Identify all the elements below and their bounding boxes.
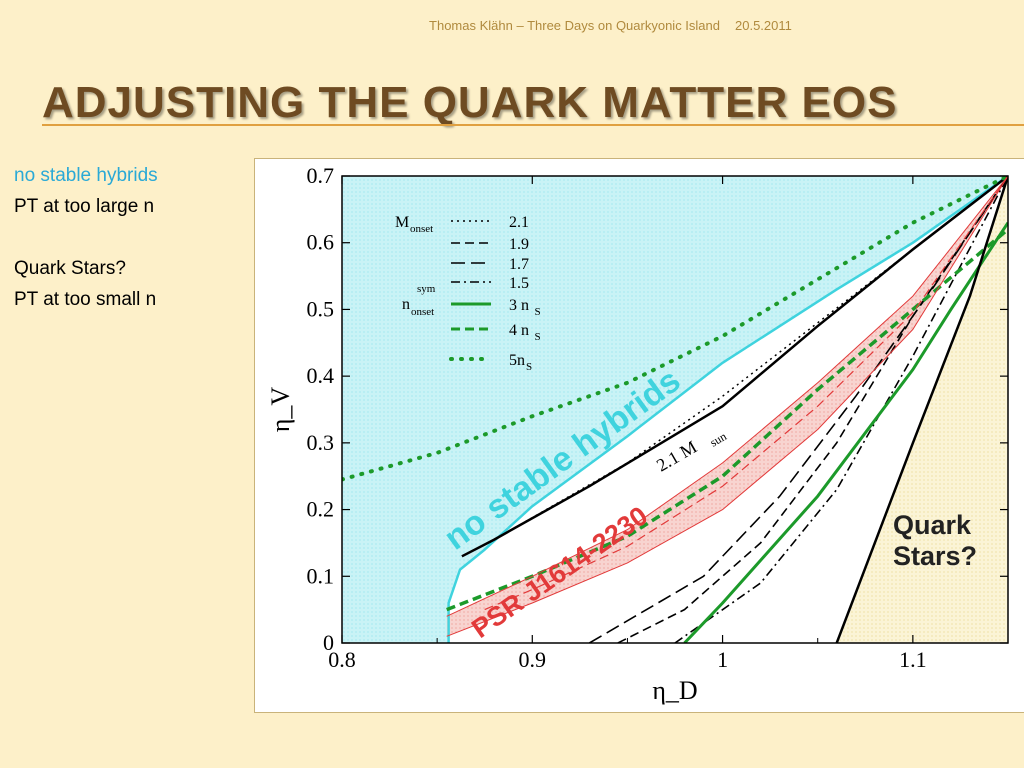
bullet-list: no stable hybrids PT at too large n Quar… xyxy=(14,160,158,315)
legend-group1-sub: onset xyxy=(410,223,433,235)
author-line: Thomas Klähn – Three Days on Quarkyonic … xyxy=(429,18,720,33)
y-tick-label: 0.4 xyxy=(307,363,335,388)
title-rule xyxy=(42,124,1024,126)
legend-entry-sub: S xyxy=(535,331,541,343)
series-nsym-3ns xyxy=(683,221,1008,643)
bullet-no-stable-hybrids: no stable hybrids xyxy=(14,165,158,186)
legend-entry-label: 1.5 xyxy=(509,275,529,292)
series-cyan-boundary xyxy=(447,176,1008,643)
y-tick-label: 0 xyxy=(323,630,334,655)
slide-title: ADJUSTING THE QUARK MATTER EOS xyxy=(42,78,898,127)
bullet-pt-too-large: PT at too large n xyxy=(14,196,155,217)
legend-entry-label: 5n xyxy=(509,352,525,369)
plot-frame xyxy=(341,175,1009,644)
y-axis-label: η_V xyxy=(266,387,295,433)
x-tick-label: 1 xyxy=(717,647,728,672)
legend-entry-label: 4 n xyxy=(509,322,529,339)
bullet-spacer xyxy=(14,222,158,253)
legend-entry-sub: S xyxy=(535,306,541,318)
legend-group2-sup: sym xyxy=(417,283,436,295)
series-psr-band-upper xyxy=(446,176,1008,617)
legend-entry-label: 2.1 xyxy=(509,214,529,231)
annotation-quark: Quark xyxy=(893,510,972,540)
bullet-quark-stars: Quark Stars? xyxy=(14,258,126,279)
bullet-pt-too-small: PT at too small n xyxy=(14,289,157,310)
legend-group2-sub: onset xyxy=(411,306,434,318)
chart-figure: 0.8 0.9 1 1.1 0 0.1 0.2 0.3 0.4 0.5 0.6 0.7 η_D η_V … xyxy=(254,158,1024,713)
legend-entry-label: 3 n xyxy=(509,297,529,314)
series-mass-1.9 xyxy=(617,176,1008,643)
quark-stars-region xyxy=(836,176,1008,643)
legend-entry-label: 1.9 xyxy=(509,236,529,253)
x-tick-label: 1.1 xyxy=(899,647,927,672)
y-tick-label: 0.2 xyxy=(307,497,335,522)
annotation-mass-sub: sun xyxy=(708,429,729,449)
x-tick-label: 0.9 xyxy=(519,647,547,672)
series-psr-band-mid xyxy=(484,176,1008,611)
series-nsym-5ns xyxy=(342,176,1008,482)
legend-entry-sub: S xyxy=(526,361,532,373)
series-mass-1.7 xyxy=(588,176,1008,643)
chart-svg: 0.8 0.9 1 1.100.10.20.30.40.50.60.7 η_Dη_V … xyxy=(266,163,1009,705)
legend-group1-label: M xyxy=(395,214,409,231)
slide-date: 20.5.2011 xyxy=(735,18,792,33)
series-mass-2.1-dotted xyxy=(493,176,1008,541)
annotation-stars: Stars? xyxy=(893,541,977,571)
x-axis-label: η_D xyxy=(652,676,697,705)
y-tick-label: 0.7 xyxy=(307,163,335,188)
x-tick-label: 0.8 xyxy=(328,647,356,672)
legend-entry-label: 1.7 xyxy=(509,256,529,273)
series-quark-stars-boundary xyxy=(835,176,1008,643)
y-tick-label: 0.1 xyxy=(307,563,335,588)
legend-group2-label: n xyxy=(402,296,410,313)
y-tick-label: 0.6 xyxy=(307,230,335,255)
y-tick-label: 0.3 xyxy=(307,430,335,455)
series-psr-band-lower xyxy=(446,176,1008,637)
slide-header: Thomas Klähn – Three Days on Quarkyonic … xyxy=(0,16,1024,56)
y-tick-label: 0.5 xyxy=(307,296,335,321)
